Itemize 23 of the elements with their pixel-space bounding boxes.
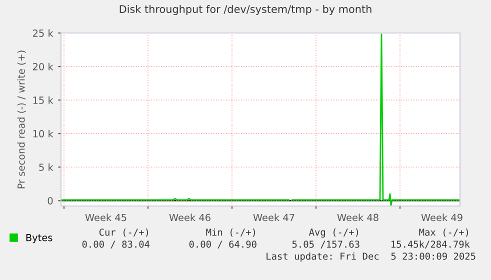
x-tick-label: Week 45: [85, 214, 126, 222]
text: Min (-/+): [206, 228, 256, 237]
y-tick-label: 20 k: [32, 62, 54, 70]
y-tick-label: 10 k: [33, 130, 54, 138]
y-tick-label: 15 k: [33, 96, 54, 104]
text: 15.45k/284.79k: [392, 240, 470, 249]
text: Avg (-/+): [309, 228, 358, 238]
text: 0.00 / 83.04: [82, 240, 150, 249]
y-tick-label: 0: [48, 197, 53, 204]
y-tick-label: 25 k: [32, 29, 54, 37]
text: Cur (-/+): [99, 228, 148, 237]
x-tick-label: Week 46: [169, 214, 210, 222]
text: Max (-/+): [419, 228, 468, 237]
text: 0.00 / 64.90: [189, 240, 256, 249]
y-tick-label: 5 k: [39, 163, 54, 171]
chart-title: Disk throughput for /dev/system/tmp - by month: [120, 4, 372, 16]
y-axis-title: Pr second read (-) / write (+): [17, 50, 26, 188]
x-tick-label: Week 47: [253, 214, 294, 222]
x-tick-label: Week 49: [421, 214, 462, 222]
text: 5.05 /157.63: [292, 240, 360, 249]
x-tick-label: Week 48: [337, 214, 378, 222]
legend-label: Bytes: [26, 234, 52, 244]
text: Last update: Fri Dec 5 23:00:09 2025: [266, 252, 476, 262]
